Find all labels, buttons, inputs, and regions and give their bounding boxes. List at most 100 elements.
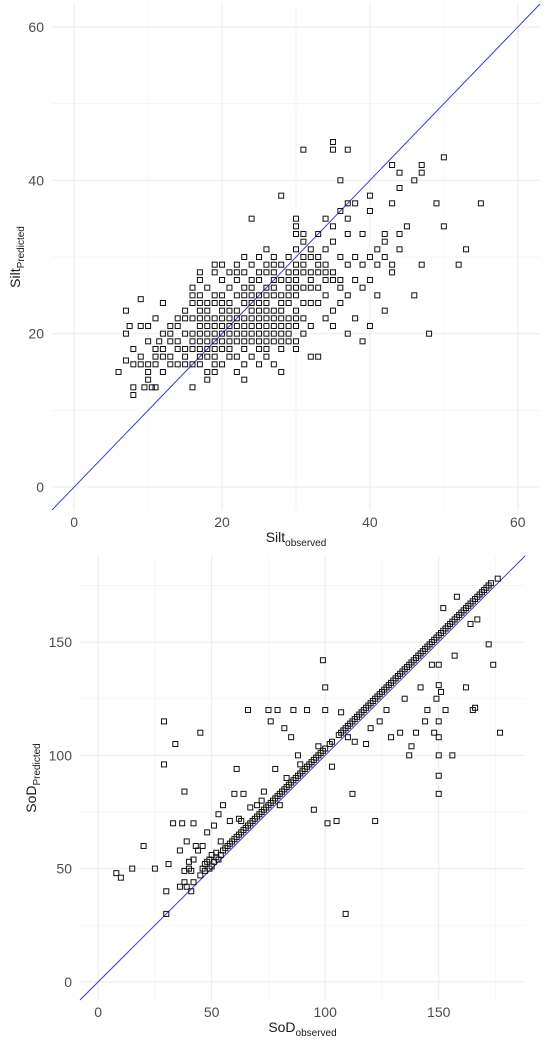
data-point: [148, 384, 155, 391]
data-point: [247, 804, 254, 811]
data-point: [182, 361, 189, 368]
data-point: [129, 865, 136, 872]
data-point: [322, 315, 329, 322]
data-point: [381, 231, 388, 237]
data-point: [433, 200, 440, 207]
data-point: [278, 261, 285, 268]
data-point: [442, 707, 449, 714]
x-axis-label-subscript: observed: [285, 538, 326, 549]
data-point: [344, 200, 351, 207]
data-point: [156, 338, 163, 345]
data-point: [293, 223, 299, 230]
data-point: [211, 338, 218, 345]
data-point: [263, 323, 270, 329]
data-point: [300, 231, 307, 237]
data-point: [381, 307, 388, 314]
y-tick-label: 40: [28, 172, 44, 188]
data-point: [215, 811, 222, 818]
data-point: [366, 192, 373, 199]
data-point: [152, 361, 159, 368]
data-point: [152, 353, 159, 360]
data-point: [490, 661, 497, 668]
data-point: [435, 661, 442, 668]
data-point: [374, 261, 381, 268]
data-point: [372, 818, 379, 825]
data-point: [440, 154, 447, 161]
data-point: [233, 315, 240, 322]
data-point: [241, 300, 248, 306]
data-point: [172, 741, 179, 748]
data-point: [285, 284, 292, 291]
data-point: [248, 323, 255, 329]
data-point: [366, 277, 373, 283]
data-point: [462, 684, 469, 691]
data-point: [396, 185, 403, 191]
data-point: [130, 346, 137, 352]
data-point: [329, 738, 336, 745]
data-point: [256, 338, 263, 345]
data-point: [297, 761, 304, 768]
data-point: [241, 315, 248, 322]
data-point: [322, 684, 329, 691]
data-point: [477, 200, 484, 207]
y-tick-label: 60: [28, 19, 44, 35]
data-point: [196, 353, 203, 360]
data-point: [248, 315, 255, 322]
data-point: [270, 338, 277, 345]
data-point: [396, 169, 403, 176]
data-point: [182, 330, 189, 337]
data-point: [231, 790, 238, 797]
data-point: [189, 384, 196, 391]
data-point: [300, 330, 307, 337]
data-point: [315, 269, 322, 276]
data-point: [217, 838, 224, 845]
data-point: [263, 284, 270, 291]
data-point: [189, 300, 196, 306]
data-point: [241, 323, 248, 329]
x-tick-label: 150: [427, 1004, 451, 1020]
y-axis-label: SoDPredicted: [23, 743, 43, 812]
data-point: [270, 277, 277, 283]
data-point: [270, 269, 277, 276]
data-point: [413, 729, 420, 736]
data-point: [494, 575, 501, 582]
data-point: [241, 346, 248, 352]
data-point: [359, 338, 366, 345]
data-point: [260, 788, 267, 795]
data-point: [300, 315, 307, 322]
data-point: [285, 338, 292, 345]
data-point: [278, 338, 285, 345]
data-point: [290, 707, 297, 714]
data-point: [241, 330, 248, 337]
data-point: [363, 741, 370, 748]
data-point: [226, 323, 233, 329]
data-point: [315, 231, 322, 237]
data-point: [293, 346, 299, 352]
y-tick-label: 20: [28, 326, 44, 342]
data-point: [315, 300, 322, 306]
data-point: [219, 292, 226, 299]
data-point: [174, 315, 181, 322]
data-point: [315, 743, 322, 750]
data-point: [211, 323, 218, 329]
x-axis-label-main: Silt: [266, 529, 286, 545]
data-point: [263, 315, 270, 322]
data-point: [233, 323, 240, 329]
data-point: [337, 277, 344, 283]
data-point: [211, 261, 218, 268]
data-point: [241, 254, 248, 260]
data-point: [190, 820, 197, 827]
y-tick-label: 0: [64, 974, 72, 990]
data-point: [176, 847, 183, 854]
data-point: [344, 330, 351, 337]
data-point: [263, 353, 270, 360]
data-point: [196, 323, 203, 329]
data-point: [145, 376, 152, 383]
identity-reference-line: [51, 3, 541, 511]
data-point: [197, 872, 204, 879]
x-tick-label: 40: [362, 514, 378, 530]
data-point: [137, 296, 144, 303]
data-point: [211, 269, 218, 276]
data-point: [189, 338, 196, 345]
data-point: [315, 261, 322, 268]
